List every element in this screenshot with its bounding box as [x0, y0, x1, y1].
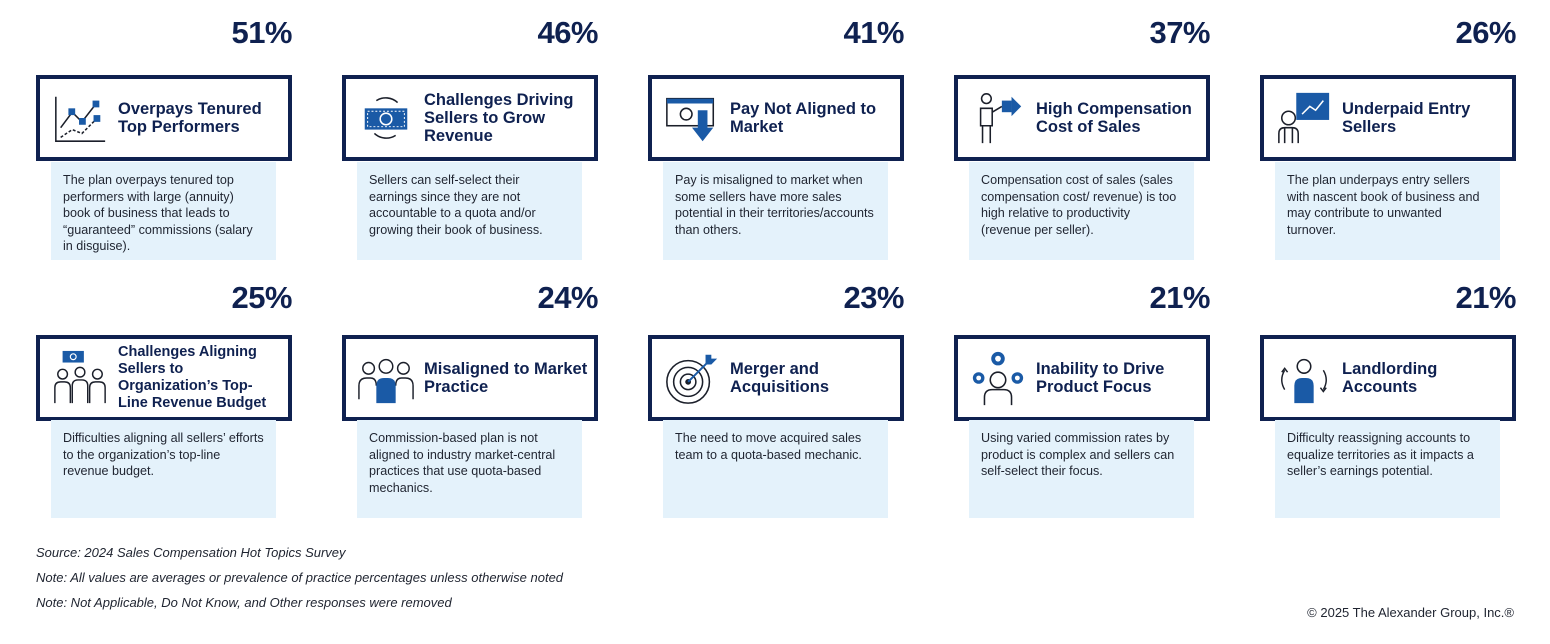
card-title: Pay Not Aligned to Market — [730, 100, 877, 136]
percent-value: 26% — [1455, 15, 1516, 50]
card-title-box: Underpaid Entry Sellers — [1260, 75, 1516, 161]
percent-value: 25% — [231, 280, 292, 315]
card-title-box: Inability to Drive Product Focus — [954, 335, 1210, 421]
card-title: High Compensation Cost of Sales — [1036, 100, 1192, 136]
card-title: Challenges Aligning Sellers to Organizat… — [118, 344, 267, 411]
line-chart-icon — [48, 86, 112, 150]
person-arrow-icon — [966, 86, 1030, 150]
card-title: Overpays Tenured Top Performers — [118, 100, 262, 136]
card-description: Using varied commission rates by product… — [969, 420, 1194, 518]
percent-value: 23% — [843, 280, 904, 315]
card-title-box: Overpays Tenured Top Performers — [36, 75, 292, 161]
person-gears-icon — [966, 346, 1030, 410]
money-cycle-icon — [354, 86, 418, 150]
percent-value: 21% — [1149, 280, 1210, 315]
group-money-icon — [48, 346, 112, 410]
card-description: Difficulty reassigning accounts to equal… — [1275, 420, 1500, 518]
card-title-box: Misaligned to Market Practice — [342, 335, 598, 421]
card-title-box: Pay Not Aligned to Market — [648, 75, 904, 161]
percent-value: 51% — [231, 15, 292, 50]
footnotes: Source: 2024 Sales Compensation Hot Topi… — [36, 545, 563, 620]
card-title-box: Challenges Aligning Sellers to Organizat… — [36, 335, 292, 421]
card-description: The plan overpays tenured top performers… — [51, 162, 276, 260]
card-title: Landlording Accounts — [1342, 360, 1438, 396]
card-description: Sellers can self-select their earnings s… — [357, 162, 582, 260]
card-description: Commission-based plan is not aligned to … — [357, 420, 582, 518]
card-description: Difficulties aligning all sellers’ effor… — [51, 420, 276, 518]
target-icon — [660, 346, 724, 410]
percent-value: 21% — [1455, 280, 1516, 315]
excluded-responses-note: Note: Not Applicable, Do Not Know, and O… — [36, 595, 452, 610]
percent-value: 37% — [1149, 15, 1210, 50]
percent-value: 46% — [537, 15, 598, 50]
card-title-box: Landlording Accounts — [1260, 335, 1516, 421]
card-title: Challenges Driving Sellers to Grow Reven… — [424, 91, 574, 145]
person-presentation-icon — [1272, 86, 1336, 150]
card-title-box: Merger and Acquisitions — [648, 335, 904, 421]
person-rotate-icon — [1272, 346, 1336, 410]
card-title: Misaligned to Market Practice — [424, 360, 588, 396]
card-title-box: High Compensation Cost of Sales — [954, 75, 1210, 161]
card-description: The plan underpays entry sellers with na… — [1275, 162, 1500, 260]
card-description: The need to move acquired sales team to … — [663, 420, 888, 518]
card-description: Compensation cost of sales (sales compen… — [969, 162, 1194, 260]
card-title-box: Challenges Driving Sellers to Grow Reven… — [342, 75, 598, 161]
money-down-arrow-icon — [660, 86, 724, 150]
card-title: Underpaid Entry Sellers — [1342, 100, 1471, 136]
source-note: Source: 2024 Sales Compensation Hot Topi… — [36, 545, 346, 560]
copyright: © 2025 The Alexander Group, Inc.® — [1307, 605, 1514, 620]
averages-note: Note: All values are averages or prevale… — [36, 570, 564, 585]
percent-value: 41% — [843, 15, 904, 50]
percent-value: 24% — [537, 280, 598, 315]
card-title: Merger and Acquisitions — [730, 360, 830, 396]
card-title: Inability to Drive Product Focus — [1036, 360, 1165, 396]
team-icon — [354, 346, 418, 410]
card-description: Pay is misaligned to market when some se… — [663, 162, 888, 260]
